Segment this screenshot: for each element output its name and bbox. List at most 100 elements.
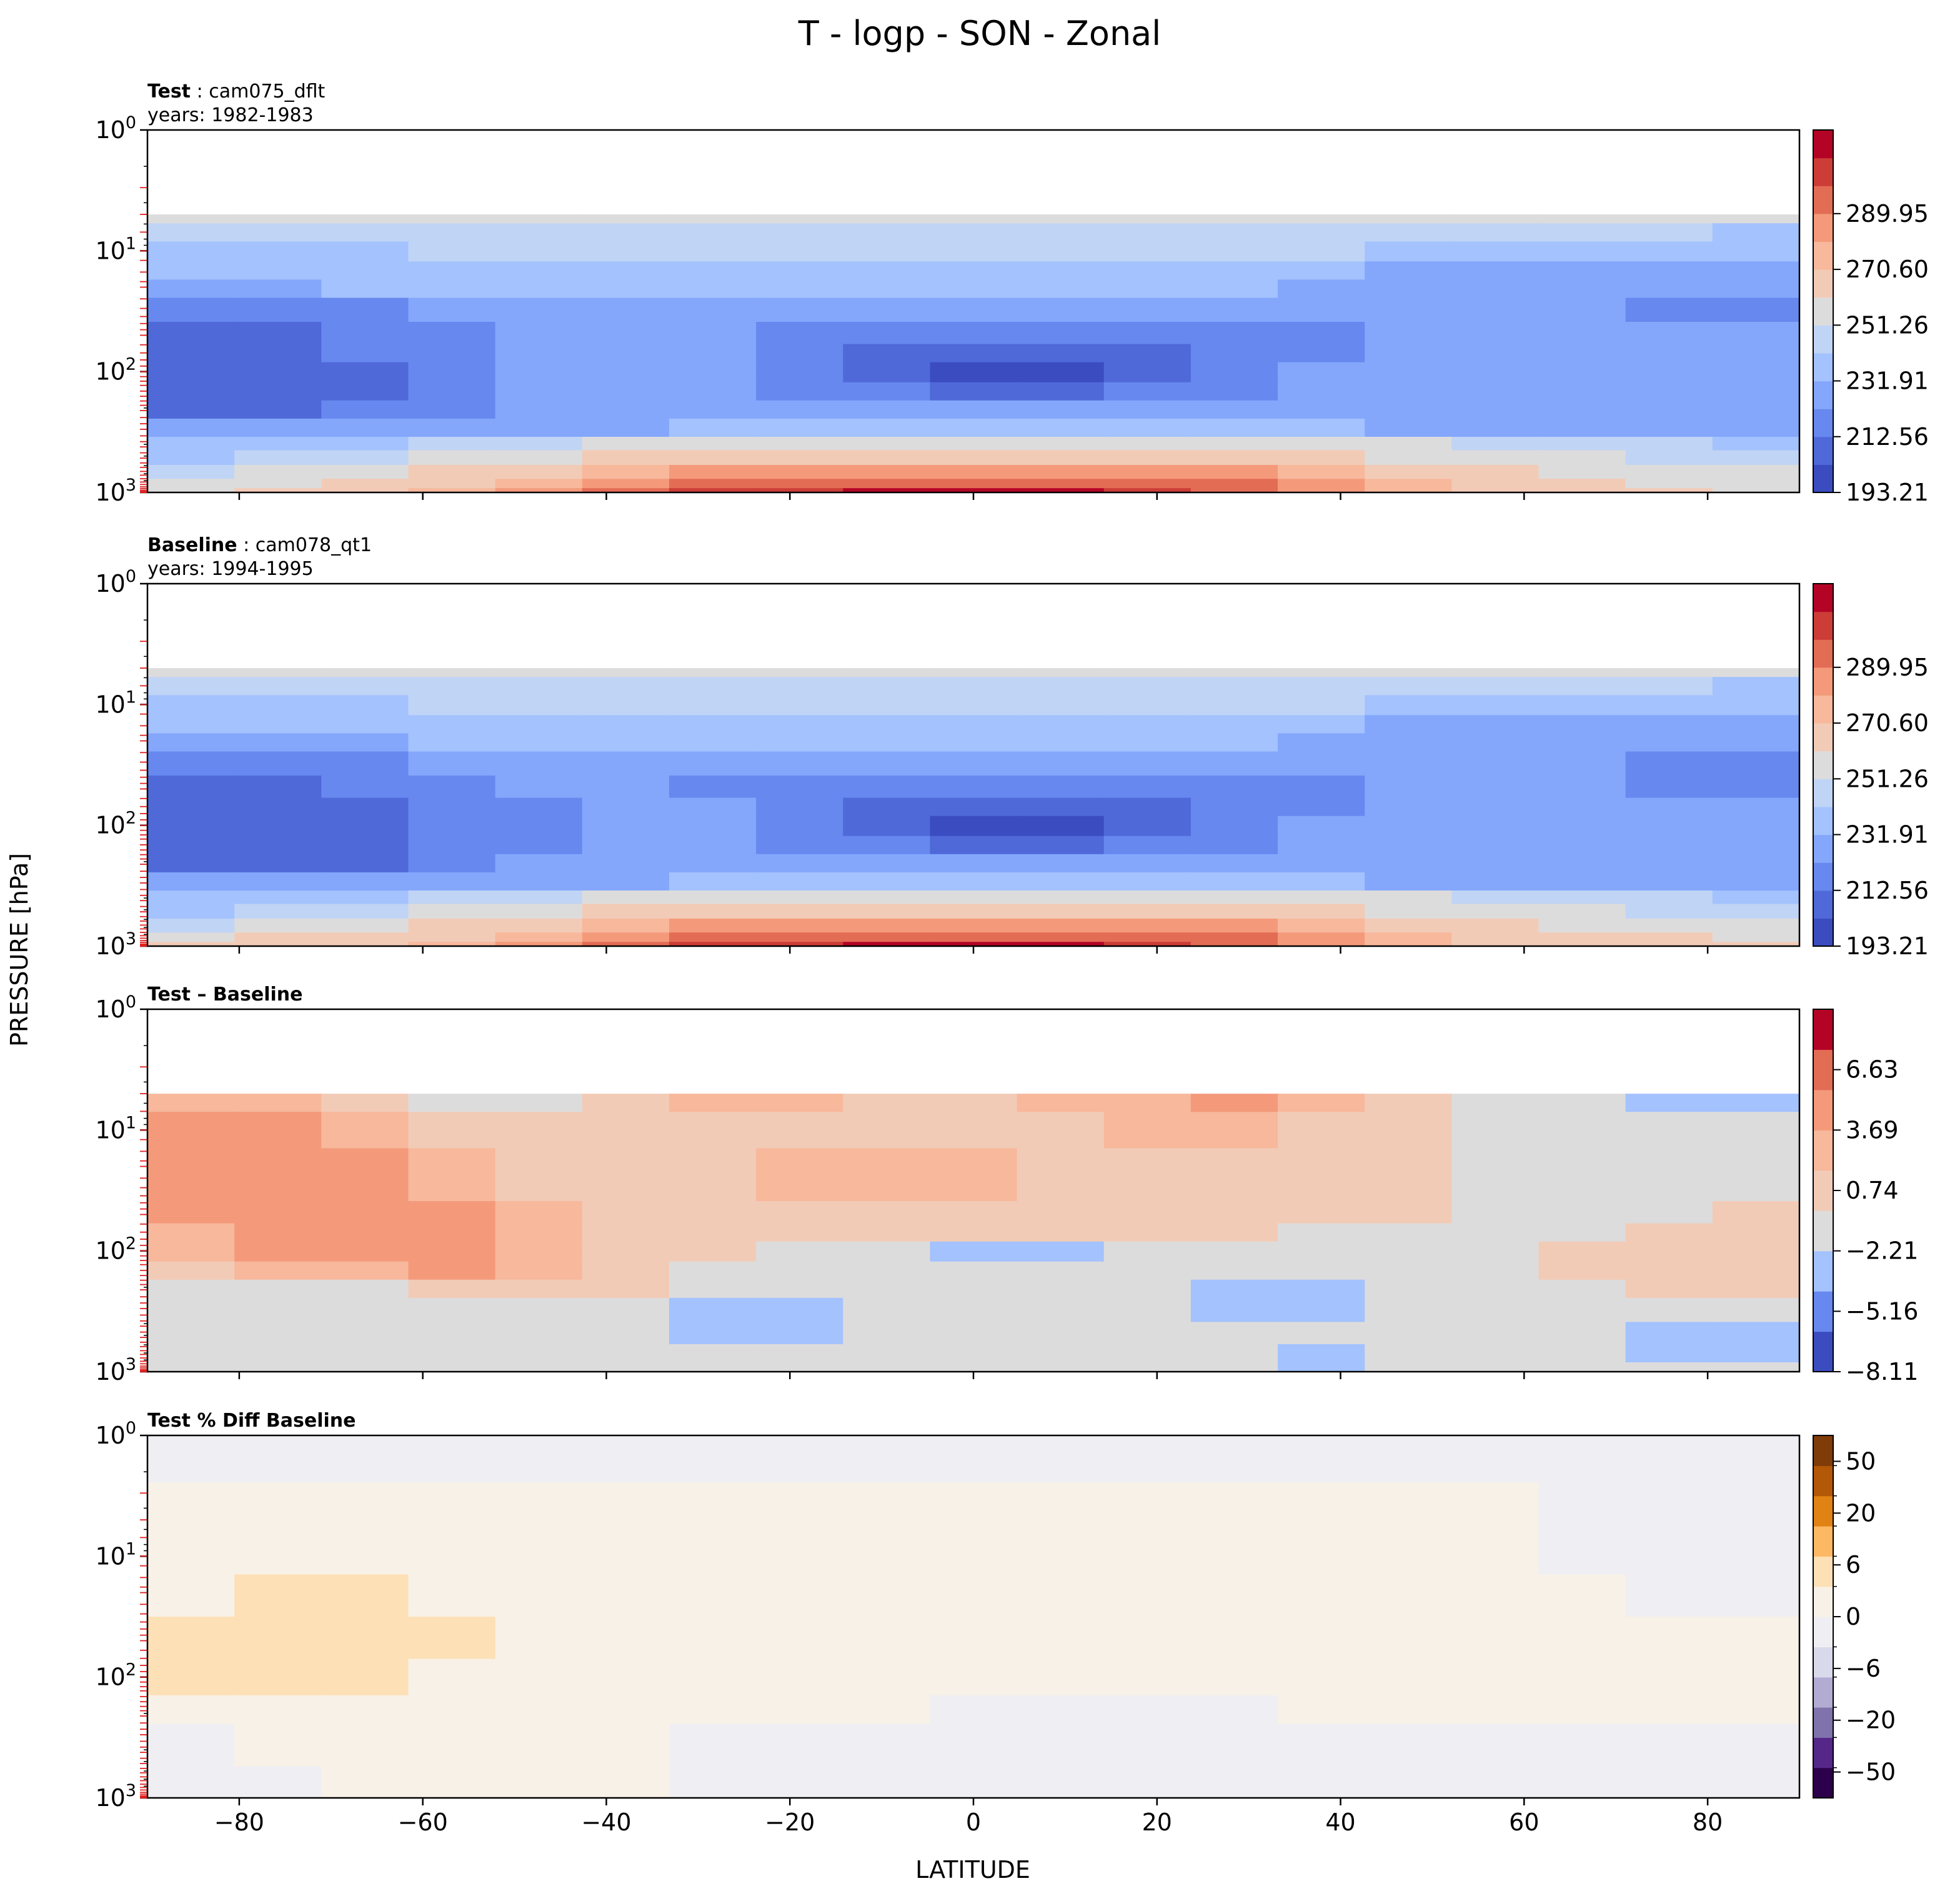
contour-cell (234, 1766, 322, 1799)
contour-cell (495, 400, 583, 419)
contour-cell (1625, 677, 1713, 696)
contour-cell (495, 1279, 583, 1299)
contour-cell (582, 261, 670, 281)
contour-cell (1538, 904, 1626, 919)
contour-cell (582, 297, 670, 322)
contour-cell (1625, 1695, 1713, 1725)
contour-cell (495, 1766, 583, 1799)
y-tick-label: 103 (95, 476, 136, 506)
contour-cell (1451, 450, 1540, 466)
contour-cell (495, 297, 583, 322)
colorbar-segment (1813, 1130, 1833, 1171)
contour-cell (1190, 904, 1278, 919)
contour-cell (234, 1362, 322, 1372)
contour-cell (1103, 1148, 1191, 1178)
contour-cell (1190, 668, 1278, 678)
contour-cell (930, 223, 1018, 242)
contour-cell (147, 797, 235, 817)
contour-cell (582, 362, 670, 383)
contour-cell (1017, 1297, 1105, 1323)
contour-cell (234, 382, 322, 401)
contour-cell (1712, 279, 1800, 299)
contour-cell (756, 382, 844, 401)
contour-cell (321, 1094, 409, 1113)
contour-cell (1278, 776, 1366, 799)
contour-cell (1712, 836, 1800, 855)
contour-cell (930, 418, 1018, 437)
contour-cell (1712, 241, 1800, 262)
contour-cell (1538, 918, 1626, 934)
contour-cell (1190, 464, 1278, 480)
contour-cell (1625, 1524, 1713, 1575)
contour-cell (147, 715, 235, 734)
contour-cell (408, 733, 496, 752)
contour-cell (1278, 1524, 1366, 1575)
contour-cell (1190, 836, 1278, 855)
contour-cell (1451, 1724, 1540, 1767)
contour-cell (1365, 1112, 1453, 1149)
contour-cell (408, 1454, 496, 1484)
contour-cell (1365, 1482, 1453, 1525)
contour-cell (495, 214, 583, 224)
contour-cell (1451, 1574, 1540, 1617)
contour-cell (756, 279, 844, 299)
contour-cell (1451, 1201, 1540, 1224)
contour-cell (321, 932, 409, 942)
contour-cell (408, 1617, 496, 1660)
contour-cell (1451, 382, 1540, 401)
contour-cell (1190, 1223, 1278, 1242)
contour-cell (321, 942, 409, 947)
contour-cell (147, 1148, 235, 1178)
contour-cell (1017, 400, 1105, 419)
contour-cell (495, 668, 583, 678)
contour-cell (1625, 464, 1713, 480)
contour-cell (1712, 322, 1800, 345)
contour-cell (1017, 1435, 1105, 1454)
contour-cell (582, 797, 670, 817)
contour-cell (1538, 279, 1626, 299)
contour-cell (1017, 297, 1105, 322)
contour-cell (1538, 1766, 1626, 1799)
contour-cell (147, 1297, 235, 1323)
contour-cell (234, 1695, 322, 1725)
contour-cell (1712, 418, 1800, 437)
contour-cell (147, 1241, 235, 1262)
contour-cell (1712, 1524, 1800, 1575)
contour-cell (1712, 464, 1800, 480)
contour-cell (843, 942, 931, 947)
contour-cell (756, 261, 844, 281)
contour-cell (1625, 1362, 1713, 1372)
contour-cell (1712, 1241, 1800, 1262)
contour-cell (756, 1201, 844, 1224)
contour-cell (930, 436, 1018, 451)
colorbar-segment (1813, 1556, 1833, 1587)
contour-cell (1625, 776, 1713, 799)
contour-cell (1278, 450, 1366, 466)
contour-cell (408, 418, 496, 437)
contour-cell (1712, 362, 1800, 383)
contour-cell (408, 488, 496, 493)
contour-cell (1017, 890, 1105, 905)
contour-cell (930, 1094, 1018, 1113)
contour-cell (234, 488, 322, 493)
contour-cell (669, 797, 757, 817)
colorbar-segment (1813, 1737, 1833, 1769)
contour-cell (1017, 1279, 1105, 1299)
contour-cell (930, 1724, 1018, 1767)
colorbar-tick-label: −20 (1846, 1707, 1896, 1734)
contour-cell (1712, 932, 1800, 942)
contour-cell (756, 1695, 844, 1725)
contour-cell (1625, 279, 1713, 299)
contour-cell (843, 797, 931, 817)
contour-cell (321, 1574, 409, 1617)
contour-cell (756, 816, 844, 837)
contour-cell (1451, 464, 1540, 480)
contour-cell (1365, 816, 1453, 837)
contour-cell (930, 918, 1018, 934)
contour-cell (1190, 695, 1278, 716)
contour-cell (756, 1454, 844, 1484)
contour-cell (1278, 1617, 1366, 1660)
contour-cell (1365, 1148, 1453, 1178)
contour-cell (1365, 1297, 1453, 1323)
contour-cell (1017, 733, 1105, 752)
